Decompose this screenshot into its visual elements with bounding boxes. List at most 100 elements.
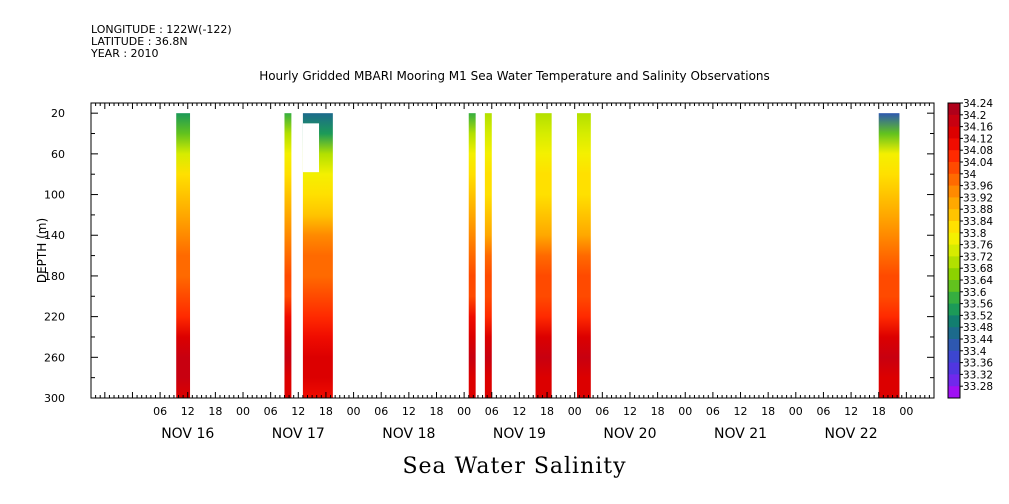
variable-label: Sea Water Salinity bbox=[402, 454, 627, 479]
x-tick-label: 12 bbox=[181, 405, 195, 418]
colorbar-label: 34.2 bbox=[963, 110, 986, 122]
colorbar-label: 33.72 bbox=[963, 251, 993, 263]
x-tick-label: 00 bbox=[347, 405, 361, 418]
colorbar-swatch bbox=[948, 291, 960, 305]
y-tick-label: 180 bbox=[44, 270, 65, 283]
x-tick-label: 18 bbox=[208, 405, 222, 418]
colorbar-label: 33.36 bbox=[963, 358, 993, 370]
salinity-column bbox=[535, 113, 552, 398]
missing-data-gap bbox=[302, 123, 320, 173]
x-tick-label: 06 bbox=[374, 405, 388, 418]
plot-frame bbox=[90, 102, 935, 399]
y-tick-label: 260 bbox=[44, 351, 65, 364]
chart-title: Hourly Gridded MBARI Mooring M1 Sea Wate… bbox=[259, 69, 770, 83]
colorbar-frame bbox=[947, 102, 961, 399]
colorbar-label: 33.28 bbox=[963, 381, 993, 393]
colorbar-swatch bbox=[948, 103, 960, 116]
colorbar-swatch bbox=[948, 221, 960, 234]
colorbar: 34.2434.234.1634.1234.0834.043433.9633.9… bbox=[947, 98, 993, 399]
plot-area bbox=[176, 113, 900, 398]
x-day-label: NOV 16 bbox=[161, 426, 214, 442]
colorbar-swatch bbox=[948, 327, 960, 340]
colorbar-swatch bbox=[948, 138, 960, 151]
x-tick-label: 12 bbox=[623, 405, 637, 418]
x-tick-label: 00 bbox=[899, 405, 913, 418]
colorbar-label: 34 bbox=[963, 169, 977, 181]
colorbar-label: 33.48 bbox=[963, 322, 993, 334]
x-tick-label: 06 bbox=[153, 405, 167, 418]
colorbar-label: 33.4 bbox=[963, 346, 987, 358]
x-tick-label: 12 bbox=[734, 405, 748, 418]
salinity-column bbox=[484, 113, 492, 398]
colorbar-swatch bbox=[948, 197, 960, 210]
colorbar-label: 33.64 bbox=[963, 275, 993, 287]
colorbar-swatch bbox=[948, 280, 960, 293]
colorbar-label: 33.76 bbox=[963, 240, 993, 252]
colorbar-label: 34.16 bbox=[963, 122, 993, 134]
x-tick-label: 12 bbox=[512, 405, 526, 418]
y-tick-label: 60 bbox=[51, 148, 65, 161]
colorbar-swatch bbox=[948, 114, 960, 128]
colorbar-label: 34.24 bbox=[963, 98, 993, 110]
colorbar-label: 33.6 bbox=[963, 287, 987, 299]
x-tick-label: 18 bbox=[319, 405, 333, 418]
colorbar-swatch bbox=[948, 315, 960, 328]
x-day-label: NOV 22 bbox=[825, 426, 878, 442]
axes: 06 12 18 00 06 12 18 00 06 12 18 00 06 12 18 00 06 12 18 00… bbox=[35, 102, 935, 442]
colorbar-label: 33.68 bbox=[963, 263, 993, 275]
colorbar-swatch bbox=[948, 244, 960, 257]
year-label: YEAR : 2010 bbox=[91, 47, 159, 60]
x-day-label: NOV 20 bbox=[603, 426, 656, 442]
x-tick-label: 18 bbox=[540, 405, 554, 418]
x-day-label: NOV 17 bbox=[272, 426, 325, 442]
colorbar-swatch bbox=[948, 386, 960, 399]
longitude-label: LONGITUDE : 122W(-122) bbox=[91, 23, 232, 36]
x-tick-label: 06 bbox=[706, 405, 720, 418]
x-tick-label: 06 bbox=[595, 405, 609, 418]
colorbar-swatch bbox=[948, 350, 960, 364]
x-tick-label: 12 bbox=[402, 405, 416, 418]
x-tick-label: 00 bbox=[789, 405, 803, 418]
x-day-label: NOV 21 bbox=[714, 426, 767, 442]
colorbar-label: 34.04 bbox=[963, 157, 993, 169]
colorbar-swatch bbox=[948, 339, 960, 352]
colorbar-label: 33.96 bbox=[963, 181, 993, 193]
colorbar-swatch bbox=[948, 162, 960, 175]
metadata-block: LONGITUDE : 122W(-122) LATITUDE : 36.8N … bbox=[91, 24, 232, 60]
x-tick-label: 18 bbox=[429, 405, 443, 418]
y-tick-label: 100 bbox=[44, 189, 65, 202]
x-tick-label: 06 bbox=[485, 405, 499, 418]
x-tick-label: 06 bbox=[816, 405, 830, 418]
x-tick-label: 00 bbox=[678, 405, 692, 418]
colorbar-swatch bbox=[948, 303, 960, 316]
colorbar-swatch bbox=[948, 232, 960, 246]
x-tick-label: 00 bbox=[457, 405, 471, 418]
colorbar-label: 33.56 bbox=[963, 299, 993, 311]
colorbar-swatch bbox=[948, 126, 960, 139]
x-tick-label: 18 bbox=[761, 405, 775, 418]
latitude-label: LATITUDE : 36.8N bbox=[91, 35, 188, 48]
y-tick-label: 300 bbox=[44, 392, 65, 405]
salinity-column bbox=[878, 113, 900, 398]
colorbar-swatch bbox=[948, 256, 960, 269]
colorbar-label: 33.44 bbox=[963, 334, 993, 346]
colorbar-swatch bbox=[948, 209, 960, 222]
colorbar-swatch bbox=[948, 268, 960, 281]
x-tick-label: 06 bbox=[264, 405, 278, 418]
x-tick-label: 18 bbox=[651, 405, 665, 418]
x-tick-label: 00 bbox=[568, 405, 582, 418]
colorbar-swatch bbox=[948, 150, 960, 163]
salinity-column bbox=[176, 113, 191, 398]
colorbar-label: 33.84 bbox=[963, 216, 993, 228]
x-tick-label: 12 bbox=[291, 405, 305, 418]
colorbar-swatch bbox=[948, 362, 960, 375]
x-tick-label: 18 bbox=[872, 405, 886, 418]
colorbar-swatch bbox=[948, 374, 960, 387]
y-tick-label: 220 bbox=[44, 311, 65, 324]
colorbar-label: 33.8 bbox=[963, 228, 986, 240]
x-tick-label: 00 bbox=[236, 405, 250, 418]
colorbar-label: 33.32 bbox=[963, 369, 993, 381]
x-day-label: NOV 18 bbox=[382, 426, 435, 442]
colorbar-label: 33.52 bbox=[963, 310, 993, 322]
y-tick-label: 20 bbox=[51, 107, 65, 120]
